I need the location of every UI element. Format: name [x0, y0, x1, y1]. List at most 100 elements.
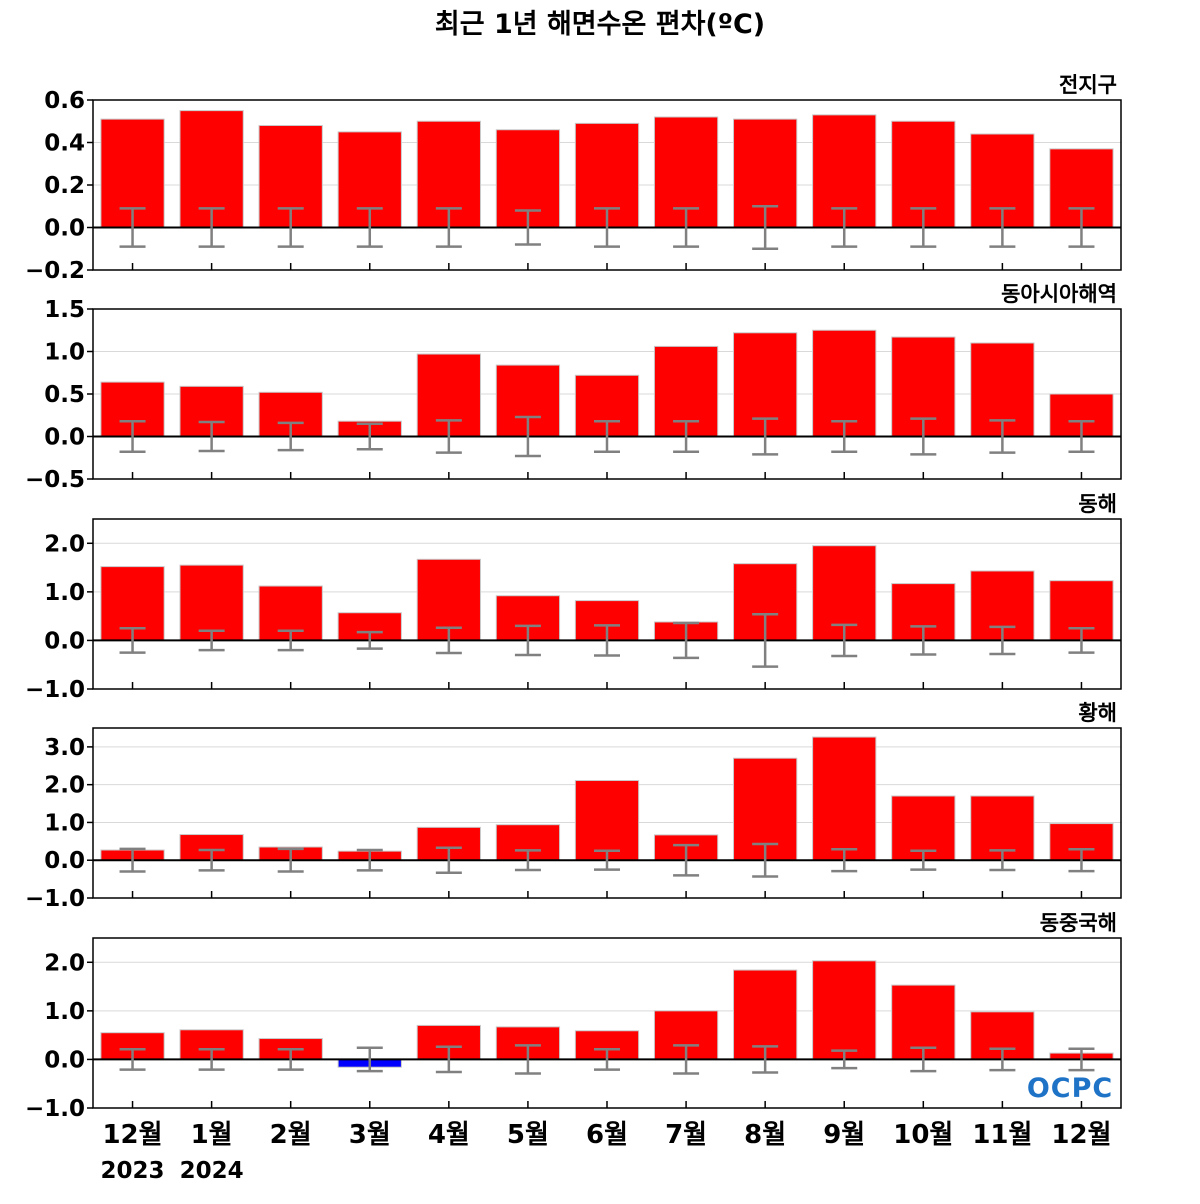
panel-title: 전지구: [1059, 73, 1117, 97]
error-bar: [594, 624, 620, 657]
y-tick-label: 0.4: [44, 131, 85, 157]
y-tick-label: 0.0: [44, 848, 85, 874]
error-bar: [989, 1047, 1016, 1072]
y-tick-label: 0.0: [44, 425, 85, 451]
y-tick-label: 3.0: [44, 735, 85, 761]
error-bar: [277, 847, 304, 873]
error-bar: [752, 417, 779, 456]
y-tick-label: 2.0: [44, 773, 85, 799]
error-bar: [989, 207, 1016, 248]
y-tick-label: 0.2: [44, 173, 85, 199]
error-bar: [1068, 207, 1095, 248]
y-tick-label: 0.6: [44, 88, 85, 114]
x-tick-label: 1월: [191, 1120, 233, 1150]
x-tick-label: 8월: [744, 1120, 786, 1150]
error-bar: [910, 417, 937, 456]
x-tick-label: 12월: [1051, 1120, 1111, 1150]
y-tick-label: −0.2: [25, 258, 85, 284]
bar: [574, 780, 640, 861]
error-bar: [356, 630, 383, 650]
x-tick-label: 4월: [428, 1120, 470, 1150]
error-bar: [277, 207, 304, 248]
x-tick-label: 6월: [586, 1120, 628, 1150]
bar: [812, 960, 877, 1060]
error-bar: [831, 419, 858, 454]
error-bar: [752, 1045, 779, 1074]
y-tick-label: 2.0: [44, 950, 85, 976]
error-bar: [435, 419, 462, 454]
error-bar: [910, 625, 937, 656]
error-bar: [356, 848, 383, 872]
chart-panel: −0.2 0.0 0.2 0.4 0.6 전지구: [25, 73, 1122, 284]
error-bar: [119, 1047, 146, 1071]
x-tick-label: 12월: [102, 1120, 162, 1150]
x-tick-label: 3월: [349, 1120, 391, 1150]
y-tick-label: −1.0: [25, 677, 85, 703]
error-bar: [198, 207, 225, 248]
y-tick-label: 1.0: [44, 580, 85, 606]
chart-panel: −0.5 0.0 0.5 1.0 1.5 동아시아해역: [25, 282, 1122, 493]
error-bar: [198, 629, 225, 652]
chart-panel: −1.0 0.0 1.0 2.0 동중국해: [25, 911, 1122, 1122]
error-bar: [673, 1044, 700, 1075]
error-bar: [1068, 627, 1095, 654]
y-tick-label: 1.0: [44, 810, 85, 836]
x-axis-labels: 12월 1월 2월 3월 4월 5월 6월 7월 8월 9월 10월 11월 12월 2023 2024: [101, 1120, 1112, 1184]
error-bar: [831, 848, 858, 873]
x-tick-label: 2월: [270, 1120, 312, 1150]
error-bar: [831, 623, 858, 658]
error-bar: [989, 625, 1016, 656]
error-bar: [198, 848, 225, 872]
error-bar: [198, 1047, 225, 1071]
bar: [179, 564, 244, 641]
error-bar: [910, 207, 937, 248]
chart-title: 최근 1년 해면수온 편차(ºC): [435, 9, 765, 40]
x-tick-label: 5월: [507, 1120, 549, 1150]
y-tick-label: 0.0: [44, 628, 85, 654]
y-tick-label: −0.5: [25, 467, 85, 493]
error-bar: [435, 846, 462, 874]
error-bar: [673, 207, 700, 248]
error-bar: [989, 849, 1016, 872]
error-bar: [673, 419, 700, 454]
x-tick-label: 9월: [823, 1120, 865, 1150]
error-bar: [435, 626, 462, 655]
panel-title: 동해: [1078, 492, 1117, 516]
bar: [891, 795, 956, 861]
error-bar: [119, 627, 146, 654]
error-bar: [594, 1047, 620, 1071]
error-bar: [435, 1045, 462, 1074]
y-tick-label: −1.0: [25, 1096, 85, 1122]
error-bar: [910, 849, 937, 871]
chart-panel: −1.0 0.0 1.0 2.0 3.0 황해: [25, 701, 1122, 912]
error-bar: [989, 419, 1016, 454]
error-bar: [910, 1046, 937, 1073]
error-bar: [594, 849, 620, 871]
error-bar: [514, 624, 541, 657]
error-bar: [277, 629, 304, 652]
y-tick-label: 1.0: [44, 340, 85, 366]
error-bar: [1068, 848, 1095, 873]
panel-title: 동중국해: [1040, 911, 1117, 935]
bar: [812, 329, 877, 437]
chart-panels: −0.2 0.0 0.2 0.4 0.6 전지구 −0.5 0.0 0.5 1.0 1.5 동아시아해…: [25, 73, 1122, 1122]
error-bar: [514, 849, 541, 872]
error-bar: [119, 419, 146, 454]
error-bar: [831, 207, 858, 248]
error-bar: [752, 612, 779, 668]
error-bar: [277, 1047, 304, 1071]
bar: [495, 1026, 561, 1060]
y-tick-label: 1.5: [44, 297, 85, 323]
y-tick-label: 0.0: [44, 216, 85, 242]
error-bar: [752, 205, 779, 250]
panel-title: 황해: [1078, 701, 1117, 725]
error-bar: [435, 207, 462, 248]
error-bar: [198, 420, 225, 453]
x-tick-label: 10월: [893, 1120, 953, 1150]
y-tick-label: −1.0: [25, 886, 85, 912]
error-bar: [1068, 419, 1095, 454]
error-bar: [594, 419, 620, 454]
y-tick-label: 2.0: [44, 531, 85, 557]
error-bar: [514, 415, 541, 458]
